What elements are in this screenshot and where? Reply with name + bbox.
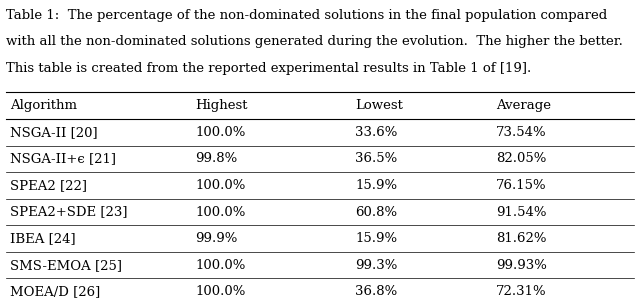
Text: 72.31%: 72.31% (496, 285, 547, 298)
Text: Lowest: Lowest (355, 99, 403, 112)
Text: 76.15%: 76.15% (496, 179, 547, 192)
Text: 33.6%: 33.6% (355, 126, 397, 139)
Text: SMS-EMOA [25]: SMS-EMOA [25] (10, 259, 122, 272)
Text: 100.0%: 100.0% (195, 205, 246, 219)
Text: 100.0%: 100.0% (195, 285, 246, 298)
Text: 100.0%: 100.0% (195, 179, 246, 192)
Text: MOEA/D [26]: MOEA/D [26] (10, 285, 100, 298)
Text: 91.54%: 91.54% (496, 205, 547, 219)
Text: 99.8%: 99.8% (195, 152, 237, 165)
Text: 100.0%: 100.0% (195, 126, 246, 139)
Text: 99.93%: 99.93% (496, 259, 547, 272)
Text: 99.9%: 99.9% (195, 232, 237, 245)
Text: SPEA2 [22]: SPEA2 [22] (10, 179, 86, 192)
Text: 82.05%: 82.05% (496, 152, 547, 165)
Text: Highest: Highest (195, 99, 248, 112)
Text: 36.8%: 36.8% (355, 285, 397, 298)
Text: This table is created from the reported experimental results in Table 1 of [19].: This table is created from the reported … (6, 62, 532, 75)
Text: NSGA-II+ϵ [21]: NSGA-II+ϵ [21] (10, 152, 116, 165)
Text: Algorithm: Algorithm (10, 99, 77, 112)
Text: IBEA [24]: IBEA [24] (10, 232, 76, 245)
Text: with all the non-dominated solutions generated during the evolution.  The higher: with all the non-dominated solutions gen… (6, 35, 623, 48)
Text: NSGA-II [20]: NSGA-II [20] (10, 126, 97, 139)
Text: Average: Average (496, 99, 551, 112)
Text: 99.3%: 99.3% (355, 259, 397, 272)
Text: 81.62%: 81.62% (496, 232, 547, 245)
Text: 15.9%: 15.9% (355, 179, 397, 192)
Text: Table 1:  The percentage of the non-dominated solutions in the final population : Table 1: The percentage of the non-domin… (6, 9, 607, 22)
Text: SPEA2+SDE [23]: SPEA2+SDE [23] (10, 205, 127, 219)
Text: 100.0%: 100.0% (195, 259, 246, 272)
Text: 60.8%: 60.8% (355, 205, 397, 219)
Text: 15.9%: 15.9% (355, 232, 397, 245)
Text: 36.5%: 36.5% (355, 152, 397, 165)
Text: 73.54%: 73.54% (496, 126, 547, 139)
